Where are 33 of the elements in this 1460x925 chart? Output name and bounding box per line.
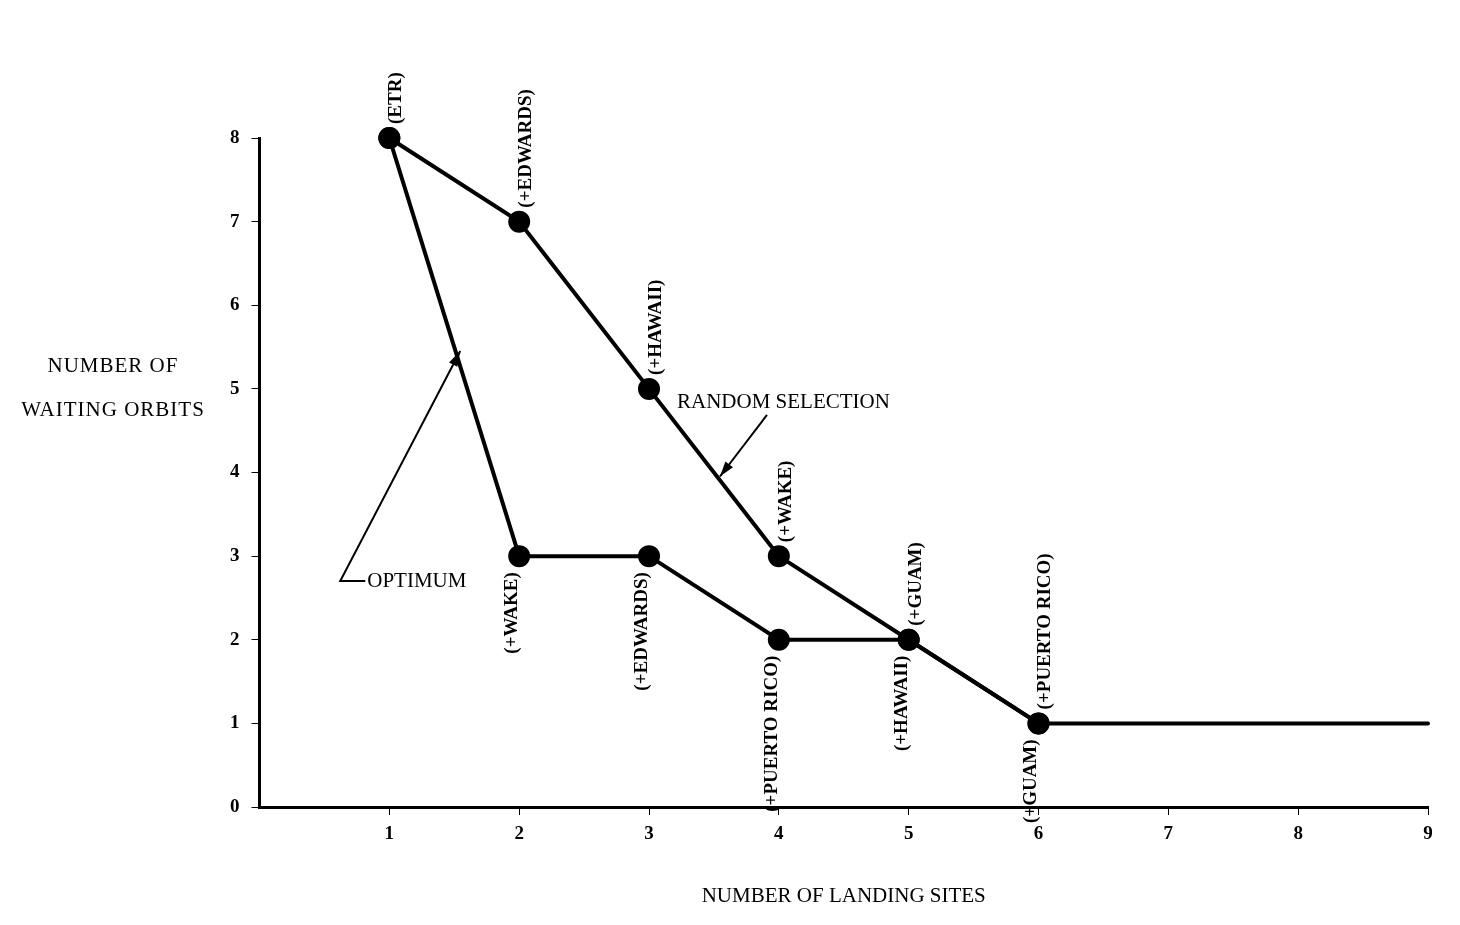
annotation: (+GUAM): [903, 542, 926, 626]
x-tick-label: 1: [384, 822, 395, 844]
x-tick-label: 2: [514, 822, 524, 844]
annotation: (+PUERTO RICO): [1033, 553, 1056, 710]
x-tick-label: 6: [1033, 822, 1044, 844]
annotation: (+HAWAII): [889, 655, 912, 752]
x-tick-label: 4: [774, 822, 785, 844]
y-tick-label: 5: [230, 376, 240, 398]
y-tick-label: 2: [230, 627, 240, 649]
y-tick-label: 7: [230, 209, 240, 231]
annotation: (ETR): [384, 72, 407, 124]
y-tick-label: 0: [230, 794, 240, 816]
y-tick-label: 4: [230, 460, 240, 482]
annotation: (+EDWARDS): [629, 572, 652, 691]
x-tick-label: 9: [1423, 822, 1433, 844]
y-tick-label: 1: [230, 711, 240, 733]
y-tick-label: 8: [230, 125, 240, 147]
annotation: (+WAKE): [500, 572, 523, 654]
x-tick-label: 3: [644, 822, 654, 844]
annotation: (+WAKE): [773, 460, 796, 543]
annotation: (+GUAM): [1019, 739, 1042, 824]
annotation: (+PUERTO RICO): [759, 655, 782, 812]
series-label: RANDOM SELECTION: [677, 389, 890, 414]
y-tick-label: 3: [230, 544, 240, 566]
y-axis-title: NUMBER OF WAITING ORBITS: [20, 352, 206, 423]
annotation: (+EDWARDS): [514, 89, 537, 208]
x-tick-label: 5: [903, 822, 914, 844]
annotation: (+HAWAII): [643, 279, 666, 375]
x-axis-title: NUMBER OF LANDING SITES: [701, 882, 986, 907]
x-tick-label: 7: [1163, 822, 1174, 844]
y-tick-label: 6: [230, 293, 240, 315]
text: OPTIMUM: [367, 567, 467, 592]
x-tick-label: 8: [1293, 822, 1303, 844]
